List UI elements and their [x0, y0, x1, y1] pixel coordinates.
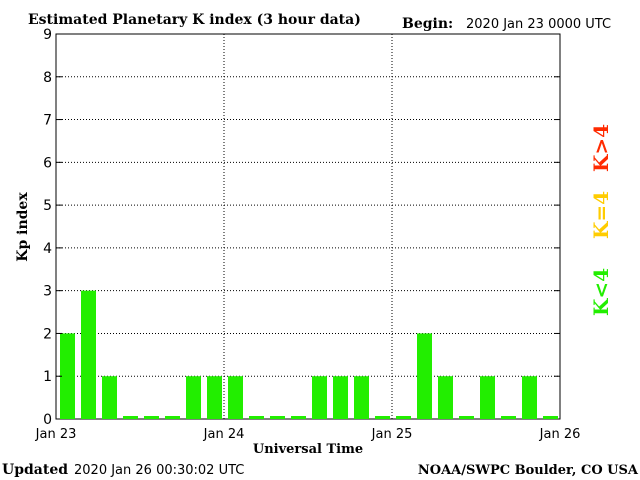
y-tick-label: 1 — [43, 369, 52, 385]
kp-bar — [60, 333, 75, 419]
kp-bar — [375, 416, 390, 419]
kp-bar — [228, 376, 243, 419]
kp-bar — [312, 376, 327, 419]
kp-bar — [501, 416, 516, 419]
x-tick-label: Jan 24 — [203, 427, 245, 442]
x-tick-label: Jan 26 — [539, 427, 581, 442]
y-tick-label: 4 — [43, 241, 52, 257]
y-axis-ticks: 0 1 2 3 4 5 6 7 8 9 — [43, 27, 560, 428]
begin-label: Begin: — [402, 16, 453, 32]
kp-bar — [522, 376, 537, 419]
kp-bar — [459, 416, 474, 419]
kp-bar — [417, 333, 432, 419]
x-axis-ticks: Jan 23 Jan 24 Jan 25 Jan 26 — [35, 427, 581, 442]
kp-bar — [207, 376, 222, 419]
kp-bar — [81, 290, 96, 419]
x-axis-label: Universal Time — [253, 442, 363, 457]
legend-k-greater-4: K>4 — [589, 124, 613, 172]
grid — [56, 34, 560, 419]
kp-bar — [270, 416, 285, 419]
kp-bar — [102, 376, 117, 419]
kp-bar — [144, 416, 159, 419]
chart-title: Estimated Planetary K index (3 hour data… — [28, 12, 361, 28]
kp-bar — [480, 376, 495, 419]
bars — [60, 290, 558, 419]
y-tick-label: 7 — [43, 113, 52, 129]
kp-bar — [354, 376, 369, 419]
begin-value: 2020 Jan 23 0000 UTC — [466, 17, 611, 32]
y-tick-label: 0 — [43, 412, 52, 428]
x-tick-label: Jan 25 — [371, 427, 413, 442]
y-tick-label: 6 — [43, 155, 52, 171]
kp-bar — [333, 376, 348, 419]
kp-bar — [165, 416, 180, 419]
kp-bar — [438, 376, 453, 419]
credit: NOAA/SWPC Boulder, CO USA — [418, 463, 639, 478]
updated-value: 2020 Jan 26 00:30:02 UTC — [74, 463, 244, 478]
kp-bar — [543, 416, 558, 419]
kp-bar — [123, 416, 138, 419]
y-tick-label: 5 — [43, 198, 52, 214]
y-tick-label: 2 — [43, 326, 52, 342]
kp-bar — [396, 416, 411, 419]
plot-area — [55, 33, 561, 420]
y-tick-label: 9 — [43, 27, 52, 43]
x-tick-label: Jan 23 — [35, 427, 77, 442]
updated-label: Updated — [2, 462, 68, 478]
kp-bar — [186, 376, 201, 419]
y-tick-label: 3 — [43, 284, 52, 300]
kp-bar — [291, 416, 306, 419]
y-tick-label: 8 — [43, 70, 52, 86]
y-axis-label: Kp index — [15, 192, 31, 262]
kp-bar — [249, 416, 264, 419]
legend-k-equal-4: K=4 — [589, 191, 613, 239]
legend-k-less-4: K<4 — [589, 268, 613, 316]
